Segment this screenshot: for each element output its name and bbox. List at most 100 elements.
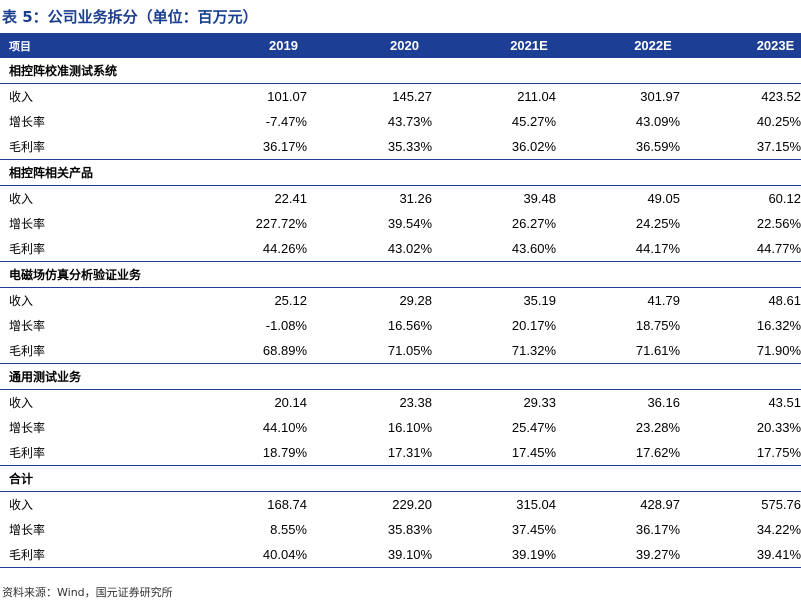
- table-cell: 17.62%: [635, 445, 680, 460]
- table-cell: 39.10%: [387, 547, 432, 562]
- business-breakdown-table: 项目 2019 2020 2021E 2022E 2023E 相控阵校准测试系统…: [0, 33, 801, 568]
- table-cell: 20.17%: [511, 318, 556, 333]
- table-cell: 40.25%: [756, 114, 801, 129]
- table-cell: 25.12: [274, 293, 307, 308]
- table-cell: 17.75%: [756, 445, 801, 460]
- table-cell: 29.33: [523, 395, 556, 410]
- row-label: 毛利率: [9, 140, 46, 154]
- table-cell: 43.02%: [387, 241, 432, 256]
- table-cell: 22.41: [274, 191, 307, 206]
- table-cell: 44.77%: [756, 241, 801, 256]
- table-cell: 16.56%: [387, 318, 432, 333]
- table-row: 收入 168.74 229.20 315.04 428.97 575.76: [0, 492, 801, 517]
- table-cell: 31.26: [399, 191, 432, 206]
- row-label: 毛利率: [9, 446, 46, 460]
- table-row: 增长率 -7.47% 43.73% 45.27% 43.09% 40.25%: [0, 109, 801, 134]
- header-year-2022e: 2022E: [634, 38, 672, 53]
- table-row: 增长率 8.55% 35.83% 37.45% 36.17% 34.22%: [0, 517, 801, 542]
- table-cell: 45.27%: [511, 114, 556, 129]
- table-cell: -1.08%: [265, 318, 307, 333]
- table-row: 毛利率 36.17% 35.33% 36.02% 36.59% 37.15%: [0, 134, 801, 160]
- table-cell: 39.48: [523, 191, 556, 206]
- row-label: 增长率: [9, 217, 46, 231]
- row-label: 增长率: [9, 319, 46, 333]
- table-cell: 17.45%: [511, 445, 556, 460]
- table-row: 收入 25.12 29.28 35.19 41.79 48.61: [0, 288, 801, 313]
- table-cell: 22.56%: [756, 216, 801, 231]
- table-row: 毛利率 44.26% 43.02% 43.60% 44.17% 44.77%: [0, 236, 801, 262]
- row-label: 毛利率: [9, 242, 46, 256]
- table-cell: 16.32%: [756, 318, 801, 333]
- table-cell: 43.73%: [387, 114, 432, 129]
- row-label: 收入: [9, 192, 34, 206]
- table-cell: 145.27: [392, 89, 432, 104]
- table-row: 增长率 227.72% 39.54% 26.27% 24.25% 22.56%: [0, 211, 801, 236]
- table-cell: 20.33%: [756, 420, 801, 435]
- table-row: 收入 101.07 145.27 211.04 301.97 423.52: [0, 84, 801, 109]
- table-cell: 71.05%: [387, 343, 432, 358]
- table-cell: 39.41%: [756, 547, 801, 562]
- row-label: 增长率: [9, 523, 46, 537]
- table-row: 增长率 -1.08% 16.56% 20.17% 18.75% 16.32%: [0, 313, 801, 338]
- section-header: 合计: [0, 466, 801, 492]
- table-cell: 40.04%: [262, 547, 307, 562]
- table-cell: 35.19: [523, 293, 556, 308]
- header-year-2019: 2019: [269, 38, 298, 53]
- table-cell: 211.04: [517, 89, 556, 104]
- table-cell: 44.26%: [262, 241, 307, 256]
- table-cell: 44.17%: [635, 241, 680, 256]
- table-cell: 44.10%: [262, 420, 307, 435]
- table-row: 收入 22.41 31.26 39.48 49.05 60.12: [0, 186, 801, 211]
- row-label: 毛利率: [9, 344, 46, 358]
- table-cell: 60.12: [768, 191, 801, 206]
- table-cell: 43.51: [768, 395, 801, 410]
- table-cell: 168.74: [267, 497, 307, 512]
- table-cell: 34.22%: [756, 522, 801, 537]
- section-header: 电磁场仿真分析验证业务: [0, 262, 801, 288]
- table-cell: 41.79: [647, 293, 680, 308]
- row-label: 毛利率: [9, 548, 46, 562]
- table-row: 毛利率 40.04% 39.10% 39.19% 39.27% 39.41%: [0, 542, 801, 568]
- table-cell: 8.55%: [270, 522, 307, 537]
- table-cell: 43.09%: [635, 114, 680, 129]
- section-header: 相控阵校准测试系统: [0, 58, 801, 84]
- table-cell: 17.31%: [387, 445, 432, 460]
- table-cell: 18.79%: [262, 445, 307, 460]
- table-row: 毛利率 68.89% 71.05% 71.32% 71.61% 71.90%: [0, 338, 801, 364]
- table-cell: 48.61: [768, 293, 801, 308]
- table-cell: 423.52: [761, 89, 801, 104]
- table-title: 表 5：公司业务拆分（单位：百万元）: [2, 8, 258, 26]
- table-cell: 37.15%: [756, 139, 801, 154]
- table-cell: 575.76: [761, 497, 801, 512]
- table-cell: 39.27%: [635, 547, 680, 562]
- row-label: 增长率: [9, 115, 46, 129]
- table-cell: 101.07: [267, 89, 307, 104]
- table-cell: 39.54%: [387, 216, 432, 231]
- table-cell: 301.97: [640, 89, 680, 104]
- row-label: 收入: [9, 90, 34, 104]
- table-cell: 49.05: [647, 191, 680, 206]
- table-cell: 36.16: [647, 395, 680, 410]
- table-row: 毛利率 18.79% 17.31% 17.45% 17.62% 17.75%: [0, 440, 801, 466]
- table-cell: 35.33%: [387, 139, 432, 154]
- header-year-2021e: 2021E: [510, 38, 548, 53]
- table-row: 增长率 44.10% 16.10% 25.47% 23.28% 20.33%: [0, 415, 801, 440]
- table-cell: 36.02%: [511, 139, 556, 154]
- table-body: 相控阵校准测试系统收入 101.07 145.27 211.04 301.97 423.5…: [0, 58, 801, 568]
- source-note: 资料来源：Wind，国元证券研究所: [2, 586, 173, 599]
- header-year-2020: 2020: [390, 38, 419, 53]
- table-cell: 36.59%: [635, 139, 680, 154]
- header-item-label: 项目: [9, 39, 31, 53]
- table-cell: 18.75%: [635, 318, 680, 333]
- table-cell: 428.97: [640, 497, 680, 512]
- row-label: 收入: [9, 396, 34, 410]
- table-cell: 20.14: [274, 395, 307, 410]
- table-cell: 16.10%: [387, 420, 432, 435]
- table-cell: 71.61%: [635, 343, 680, 358]
- table-cell: 315.04: [516, 497, 556, 512]
- table-row: 收入 20.14 23.38 29.33 36.16 43.51: [0, 390, 801, 415]
- row-label: 增长率: [9, 421, 46, 435]
- table-cell: 36.17%: [635, 522, 680, 537]
- table-cell: 24.25%: [635, 216, 680, 231]
- table-cell: 71.90%: [756, 343, 801, 358]
